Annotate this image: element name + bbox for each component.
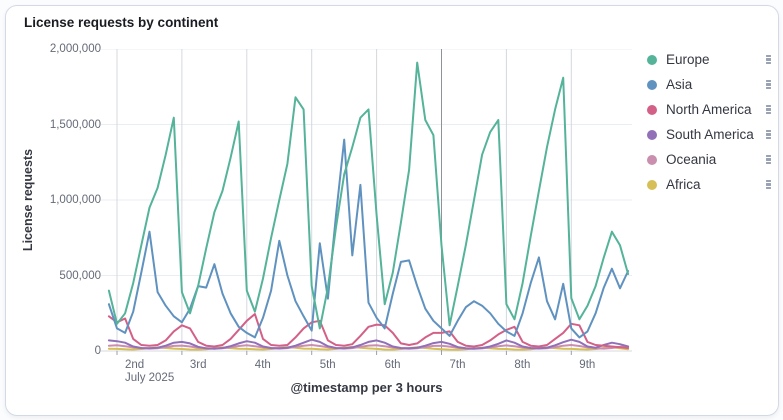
legend-actions-button[interactable] bbox=[761, 103, 775, 117]
plot-area[interactable] bbox=[101, 49, 632, 359]
legend-item-asia[interactable]: Asia bbox=[641, 72, 779, 97]
legend-actions-button[interactable] bbox=[761, 78, 775, 92]
vertical-dots-icon bbox=[765, 87, 771, 90]
legend-color-dot bbox=[647, 79, 657, 90]
legend-color-dot bbox=[647, 154, 657, 165]
vertical-dots-icon bbox=[765, 104, 771, 107]
series-line-south-america[interactable] bbox=[107, 338, 630, 350]
x-axis-title: @timestamp per 3 hours bbox=[290, 380, 443, 395]
vertical-dots-icon bbox=[765, 158, 771, 161]
panel-title: License requests by continent bbox=[24, 15, 219, 30]
legend-actions-button[interactable] bbox=[761, 178, 775, 192]
series-line-north-america[interactable] bbox=[107, 313, 630, 349]
x-tick-label: 4th bbox=[254, 359, 271, 371]
x-tick-label: 5th bbox=[319, 359, 336, 371]
series-line-asia[interactable] bbox=[107, 138, 630, 339]
y-tick-label: 2,000,000 bbox=[49, 43, 101, 55]
x-tick-label: 8th bbox=[514, 359, 531, 371]
legend-item-label[interactable]: North America bbox=[666, 102, 752, 117]
x-tick-label: 6th bbox=[384, 359, 401, 371]
vertical-dots-icon bbox=[765, 162, 771, 165]
vertical-dots-icon bbox=[765, 187, 771, 190]
vertical-dots-icon bbox=[765, 183, 771, 186]
vertical-dots-icon bbox=[765, 58, 771, 61]
legend-color-dot bbox=[647, 54, 657, 65]
legend-item-africa[interactable]: Africa bbox=[641, 172, 779, 197]
legend-color-dot bbox=[647, 129, 657, 140]
legend-item-oceania[interactable]: Oceania bbox=[641, 147, 779, 172]
legend: Europe Asia North America South America Ocea… bbox=[641, 47, 779, 197]
x-tick-label: 7th bbox=[449, 359, 466, 371]
legend-actions-button[interactable] bbox=[761, 53, 775, 67]
y-tick-label: 0 bbox=[94, 345, 101, 357]
vertical-dots-icon bbox=[765, 112, 771, 115]
vertical-dots-icon bbox=[765, 108, 771, 111]
legend-item-label[interactable]: South America bbox=[666, 127, 754, 142]
y-tick-label: 500,000 bbox=[59, 269, 101, 282]
x-axis-context-label: July 2025 bbox=[125, 372, 175, 384]
legend-color-dot bbox=[647, 104, 657, 115]
legend-item-label[interactable]: Asia bbox=[666, 77, 693, 92]
legend-item-europe[interactable]: Europe bbox=[641, 47, 779, 72]
vertical-dots-icon bbox=[765, 54, 771, 57]
legend-item-north-america[interactable]: North America bbox=[641, 97, 779, 122]
vertical-dots-icon bbox=[765, 154, 771, 157]
legend-item-label[interactable]: Africa bbox=[666, 177, 701, 192]
vertical-dots-icon bbox=[765, 83, 771, 86]
vertical-dots-icon bbox=[765, 133, 771, 136]
legend-actions-button[interactable] bbox=[761, 128, 775, 142]
visualization-panel: License requests by continent License re… bbox=[5, 5, 779, 416]
legend-color-dot bbox=[647, 179, 657, 190]
legend-item-label[interactable]: Oceania bbox=[666, 152, 717, 167]
vertical-dots-icon bbox=[765, 79, 771, 82]
x-tick-label: 2nd bbox=[125, 359, 145, 371]
line-chart[interactable] bbox=[101, 49, 632, 359]
vertical-dots-icon bbox=[765, 137, 771, 140]
series-line-europe[interactable] bbox=[107, 61, 630, 330]
y-tick-label: 1,500,000 bbox=[49, 118, 101, 131]
vertical-dots-icon bbox=[765, 179, 771, 182]
vertical-dots-icon bbox=[765, 62, 771, 65]
legend-item-south-america[interactable]: South America bbox=[641, 122, 779, 147]
legend-actions-button[interactable] bbox=[761, 153, 775, 167]
legend-item-label[interactable]: Europe bbox=[666, 52, 710, 67]
x-tick-label: 9th bbox=[579, 359, 596, 371]
vertical-dots-icon bbox=[765, 129, 771, 132]
y-tick-label: 1,000,000 bbox=[49, 194, 101, 206]
x-tick-label: 3rd bbox=[189, 359, 207, 371]
